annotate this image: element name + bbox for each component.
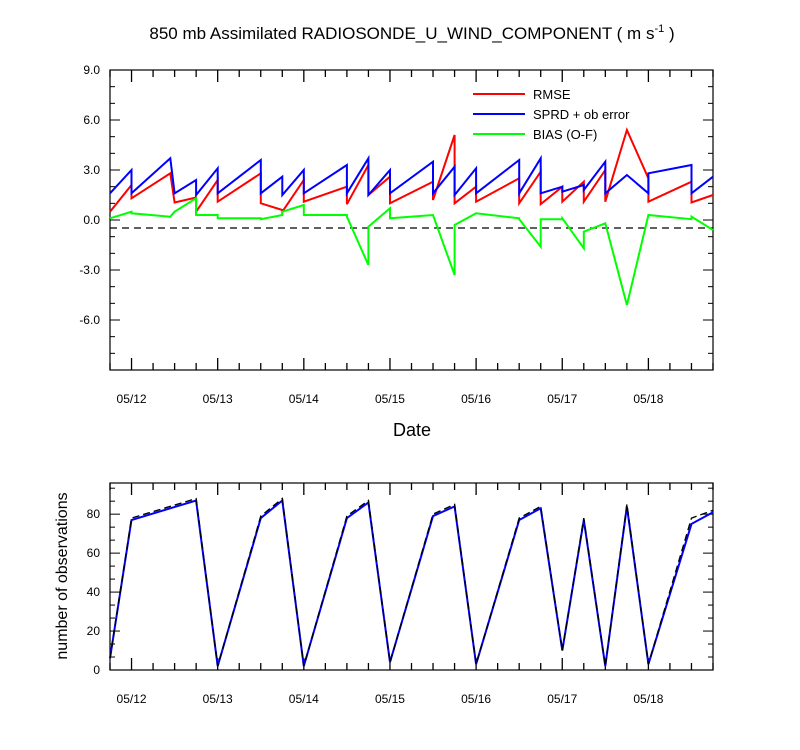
x-tick-label: 05/18	[633, 692, 663, 706]
y-tick-label: 3.0	[83, 163, 100, 177]
y-tick-label: -6.0	[79, 313, 100, 327]
bottom-plot-frame	[109, 482, 714, 671]
bottom-series	[109, 497, 714, 667]
series-line-bias-o-f	[109, 196, 714, 306]
y-tick-label: 9.0	[83, 63, 100, 77]
y-tick-label: 80	[87, 507, 101, 521]
top-plot: 9.06.03.00.0-3.0-6.0 05/12 05/13 05/14 05/1…	[79, 63, 714, 406]
top-x-tick-labels: 05/12 05/13 05/14 05/15 05/16 05/17 05/18	[117, 392, 664, 406]
x-tick-label: 05/14	[289, 392, 319, 406]
y-tick-label: 0	[93, 663, 100, 677]
bottom-y-tick-labels: 0 20 40 60 80	[87, 507, 101, 677]
legend-label-sprd-ob-error: SPRD + ob error	[533, 107, 630, 122]
y-tick-label: 6.0	[83, 113, 100, 127]
y-tick-label: 40	[87, 585, 101, 599]
series-line-sprd-ob-error	[109, 154, 714, 198]
chart-title-main: 850 mb Assimilated RADIOSONDE_U_WIND_COM…	[149, 24, 654, 43]
top-y-tick-labels: 9.0 6.0 3.0 0.0 -3.0 -6.0	[79, 63, 100, 327]
x-tick-label: 05/14	[289, 692, 319, 706]
y-tick-label: 60	[87, 546, 101, 560]
chart-title: 850 mb Assimilated RADIOSONDE_U_WIND_COM…	[149, 23, 674, 43]
x-tick-label: 05/15	[375, 392, 405, 406]
bottom-axis-ticks	[109, 483, 714, 671]
x-tick-label: 05/12	[117, 392, 147, 406]
chart-title-tail: )	[664, 24, 674, 43]
legend: RMSE SPRD + ob error BIAS (O-F)	[473, 87, 630, 142]
x-tick-label: 05/16	[461, 392, 491, 406]
legend-label-bias-o-f: BIAS (O-F)	[533, 127, 597, 142]
series-line-possible	[109, 497, 714, 667]
series-line-rmse	[109, 127, 714, 215]
x-tick-label: 05/13	[203, 392, 233, 406]
series-line-used	[109, 498, 714, 667]
legend-label-rmse: RMSE	[533, 87, 571, 102]
top-axis-ticks	[109, 69, 714, 371]
x-axis-label: Date	[393, 420, 431, 440]
bottom-x-tick-labels: 05/12 05/13 05/14 05/15 05/16 05/17 05/18	[117, 692, 664, 706]
y-axis-label-observations: number of observations	[54, 492, 71, 659]
x-tick-label: 05/18	[633, 392, 663, 406]
bottom-plot: 0 20 40 60 80 05/12 05/13 05/14 05/15 05/16 05/17…	[87, 482, 714, 706]
y-tick-label: 20	[87, 624, 101, 638]
top-series	[109, 127, 714, 306]
y-tick-label: -3.0	[79, 263, 100, 277]
y-tick-label: 0.0	[83, 213, 100, 227]
x-tick-label: 05/15	[375, 692, 405, 706]
x-tick-label: 05/12	[117, 692, 147, 706]
chart-title-sup: -1	[654, 23, 664, 35]
x-tick-label: 05/13	[203, 692, 233, 706]
x-tick-label: 05/16	[461, 692, 491, 706]
x-tick-label: 05/17	[547, 692, 577, 706]
x-tick-label: 05/17	[547, 392, 577, 406]
